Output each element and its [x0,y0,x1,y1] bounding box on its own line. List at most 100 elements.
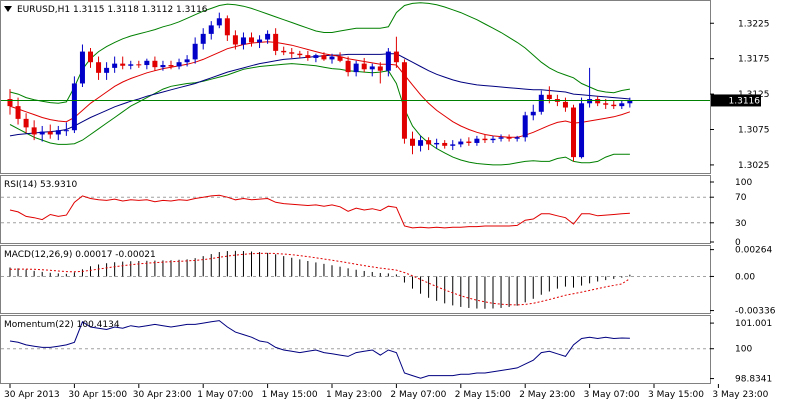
candle [265,30,271,44]
momentum-tick-label: 100 [735,345,752,355]
candle [595,96,601,107]
candle [498,134,504,142]
candle-body [200,33,206,44]
collapse-arrow-icon[interactable] [4,6,12,12]
candle-body [96,62,102,73]
candle-body [434,142,440,145]
candle [136,60,142,68]
candle [313,53,319,63]
candle [88,48,93,68]
candle-body [498,137,504,139]
candle-body [562,101,568,108]
candle-body [71,83,77,131]
candle-body [128,64,134,66]
candle [522,111,528,142]
candle-body [305,55,311,58]
candle [257,35,263,49]
candle [297,50,303,58]
candle-body [63,130,69,132]
candle-body [224,18,230,36]
time-tick-label: 30 Apr 15:00 [68,390,127,400]
candle [305,50,311,61]
candle [249,32,254,47]
price-tick-label: 1.3025 [738,161,770,171]
candle [71,76,77,134]
candle [112,56,118,73]
candle [200,28,206,50]
candle [79,44,85,87]
candle [627,97,633,108]
macd-axis: 0.00264 0.00 -0.00336 [710,246,776,317]
candles [7,12,633,162]
candle [329,53,335,64]
time-tick-label: 1 May 07:00 [197,390,253,400]
candle-body [587,99,593,104]
candle-body [265,33,271,40]
candle-body [7,99,13,107]
rsi-levels [1,196,710,224]
candle [458,138,464,148]
candle-body [329,56,335,60]
price-tick-label: 1.3075 [738,126,770,136]
candle-body [627,100,633,104]
upper-band-line [9,2,630,104]
candle-body [337,56,343,61]
macd-signal-line [9,252,631,306]
macd-panel: 0.00264 0.00 -0.00336 MACD(12,26,9) 0.0001… [0,245,776,317]
time-tick-label: 2 May 15:00 [455,390,511,400]
candle-body [136,64,142,66]
rsi-panel: 100 70 30 0 RSI(14) 53.9310 [0,175,752,248]
candle [506,134,512,142]
candle-body [39,131,45,135]
candle [345,56,351,77]
macd-tick-label: 0.00264 [735,246,772,256]
candle-body [361,63,367,70]
candle-body [23,118,29,128]
momentum-tick-label: 98.8341 [735,375,772,385]
candle-body [466,141,472,143]
candle [579,97,585,159]
macd-panel-frame [0,245,711,314]
candle [55,125,61,141]
candle [120,56,126,70]
candle-body [192,43,198,60]
rsi-axis: 100 70 30 0 [710,178,752,248]
candle [192,37,198,64]
candle-body [216,18,222,26]
candle-body [184,59,190,63]
candle-body [88,51,93,63]
momentum-axis: 101.001 100 98.8341 [710,319,772,385]
candle [393,36,399,68]
momentum-line [9,320,630,379]
slow-ma-line [9,53,630,137]
candle-body [176,62,182,67]
candle-body [514,137,520,139]
candle-body [490,138,496,141]
candle [281,46,287,56]
candle-body [410,138,415,146]
time-tick-label: 2 May 07:00 [390,390,446,400]
candle [31,120,37,141]
momentum-tick-label: 101.001 [735,319,772,329]
candle-body [458,141,464,145]
macd-histogram [9,250,631,309]
candle [176,58,182,70]
rsi-panel-title: RSI(14) 53.9310 [4,180,77,190]
candle-body [208,25,214,34]
candle-body [571,107,576,158]
candle-body [393,51,399,63]
candle-body [619,103,625,107]
rsi-series [9,194,630,229]
candle [47,124,53,139]
time-axis: 30 Apr 2013 30 Apr 15:00 30 Apr 23:00 1 May… [4,384,769,400]
candle-body [611,104,617,107]
candle [611,100,617,109]
candle [571,104,576,162]
rsi-tick-label: 70 [735,193,747,203]
candle [152,56,158,71]
time-tick-label: 1 May 15:00 [262,390,318,400]
price-panel-title: EURUSD,H1 1.3115 1.3118 1.3112 1.3116 [17,5,208,15]
macd-tick-label: 0.00 [735,272,755,282]
